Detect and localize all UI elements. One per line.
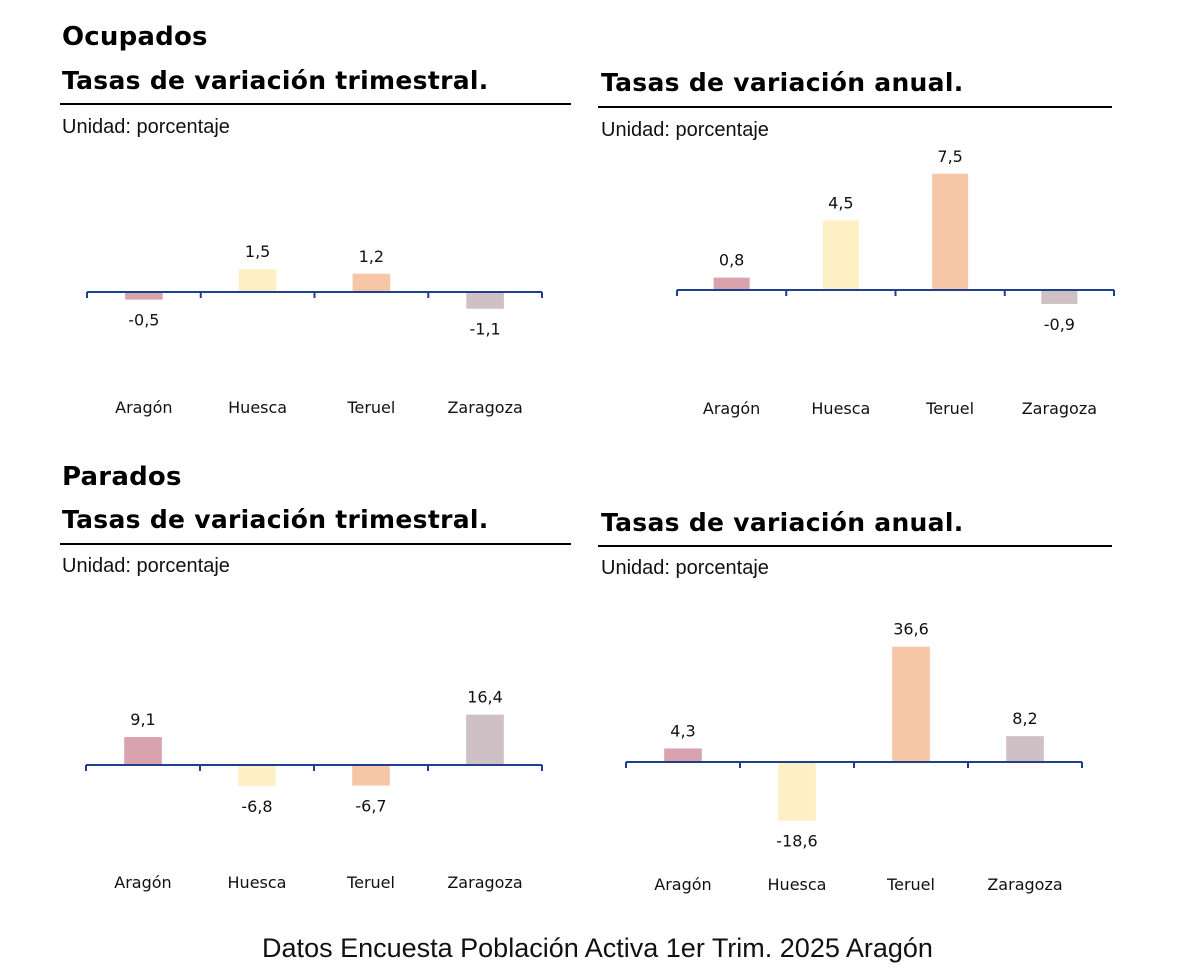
bar-teruel: [352, 273, 391, 292]
unit-label: Unidad: porcentaje: [601, 119, 769, 141]
panel-title-ocupados-anual: Tasas de variación anual.: [601, 68, 964, 97]
value-label: 16,4: [467, 688, 503, 707]
category-label-zaragoza: Zaragoza: [447, 398, 522, 417]
value-label: 4,5: [828, 193, 853, 212]
category-label-huesca: Huesca: [768, 875, 827, 894]
category-label-aragon: Aragón: [703, 399, 760, 418]
value-label: 36,6: [893, 620, 929, 639]
category-label-aragon: Aragón: [654, 875, 711, 894]
category-label-teruel: Teruel: [346, 873, 395, 892]
value-label: 7,5: [937, 147, 962, 166]
bar-aragon: [713, 277, 750, 290]
title-rule: [598, 106, 1112, 108]
panel-title-ocupados-trimestral: Tasas de variación trimestral.: [62, 66, 489, 95]
category-label-teruel: Teruel: [925, 399, 974, 418]
category-label-teruel: Teruel: [886, 875, 935, 894]
value-label: 4,3: [670, 721, 695, 740]
bar-zaragoza: [1006, 736, 1044, 762]
panel-title-parados-trimestral: Tasas de variación trimestral.: [62, 505, 489, 534]
category-label-teruel: Teruel: [346, 398, 395, 417]
category-label-huesca: Huesca: [228, 398, 287, 417]
bar-zaragoza: [466, 714, 504, 765]
value-label: -0,9: [1044, 315, 1075, 334]
category-label-zaragoza: Zaragoza: [447, 873, 522, 892]
title-rule: [60, 543, 571, 545]
value-label: -0,5: [128, 311, 159, 330]
bar-zaragoza: [466, 292, 504, 309]
bar-huesca: [778, 762, 816, 821]
value-label: 8,2: [1012, 709, 1037, 728]
unit-label: Unidad: porcentaje: [62, 116, 230, 138]
value-label: 0,8: [719, 251, 744, 270]
bar-teruel: [352, 765, 390, 786]
unit-label: Unidad: porcentaje: [62, 555, 230, 577]
bar-teruel: [892, 646, 930, 762]
bar-huesca: [238, 765, 276, 786]
category-label-zaragoza: Zaragoza: [1022, 399, 1097, 418]
bar-huesca: [238, 269, 277, 292]
value-label: 1,5: [245, 242, 270, 261]
value-label: -6,7: [355, 797, 386, 816]
category-label-zaragoza: Zaragoza: [987, 875, 1062, 894]
value-label: 9,1: [130, 710, 155, 729]
bar-aragon: [125, 292, 163, 300]
category-label-aragon: Aragón: [115, 398, 172, 417]
bar-aragon: [124, 737, 162, 765]
bar-zaragoza: [1041, 290, 1078, 304]
bar-teruel: [932, 173, 969, 290]
category-label-huesca: Huesca: [228, 873, 287, 892]
bar-aragon: [664, 748, 702, 762]
value-label: -18,6: [776, 832, 817, 851]
unit-label: Unidad: porcentaje: [601, 557, 769, 579]
value-label: -1,1: [470, 320, 501, 339]
bar-huesca: [822, 220, 859, 290]
category-label-aragon: Aragón: [114, 873, 171, 892]
category-label-huesca: Huesca: [811, 399, 870, 418]
panel-title-parados-anual: Tasas de variación anual.: [601, 508, 964, 537]
title-rule: [598, 545, 1112, 547]
section-title-parados: Parados: [62, 462, 182, 492]
title-rule: [60, 103, 571, 105]
footer-caption: Datos Encuesta Población Activa 1er Trim…: [262, 933, 933, 963]
value-label: 1,2: [359, 247, 384, 266]
value-label: -6,8: [241, 797, 272, 816]
section-title-ocupados: Ocupados: [62, 22, 208, 52]
